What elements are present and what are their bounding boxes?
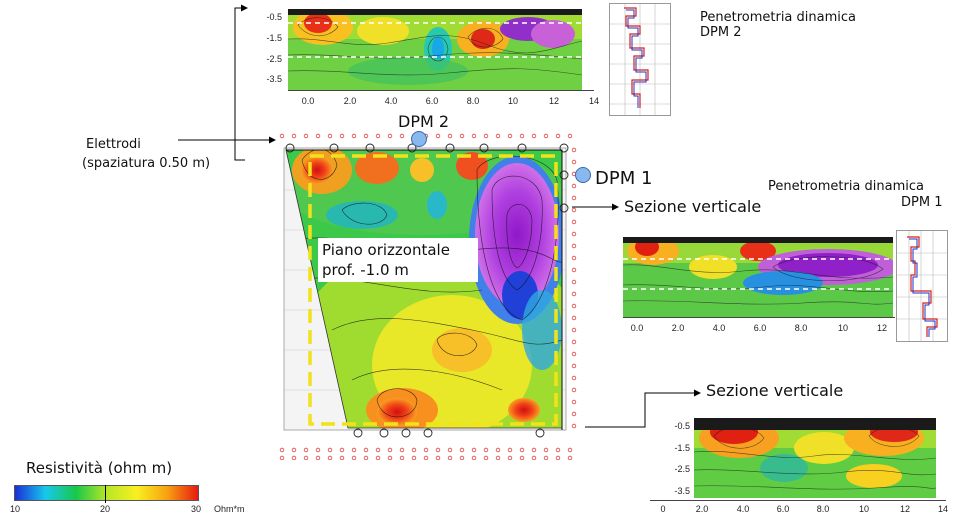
top-y-tick: -0.5 [266,12,282,22]
section-bottom-map [694,418,936,498]
electrodes-spacing-label: (spaziatura 0.50 m) [82,156,211,171]
plane-label-title: Piano orizzontale [322,241,450,259]
penetrometry-dpm1-title: Penetrometria dinamica [768,179,924,194]
bottom-y-tick: -2.5 [674,464,690,474]
top-x-tick: 6.0 [425,96,439,106]
bottom-x-tick: 4.0 [736,504,750,514]
vertical-section-bottom-label: Sezione verticale [706,381,844,400]
penetrometry-dpm2-title: Penetrometria dinamica [700,10,856,25]
penetrometry-dpm2-subtitle: DPM 2 [700,25,742,40]
middle-x-tick: 12 [876,323,888,333]
bottom-y-tick: -3.5 [674,486,690,496]
bottom-y-tick: -0.5 [674,421,690,431]
bottom-y-tick: -1.5 [674,443,690,453]
horizontal-plane-map [279,133,577,460]
legend-mid: 20 [100,504,111,514]
dpm2-marker[interactable] [411,131,427,147]
dpm1-marker[interactable] [575,167,591,183]
plane-label-box [318,238,478,282]
top-x-tick: 10 [507,96,519,106]
middle-x-axis [623,317,895,318]
legend-title: Resistività (ohm m) [26,459,173,477]
section-top [288,9,582,90]
penetrometer-log-middle [896,230,948,342]
bottom-x-tick: 14 [937,504,949,514]
top-y-tick: -1.5 [266,33,282,43]
top-x-tick: 0.0 [301,96,315,106]
electrodes-label: Elettrodi [86,137,141,152]
legend-color-bar [14,485,199,501]
dpm2-label: DPM 2 [398,112,450,131]
bottom-x-tick: 12 [899,504,911,514]
legend-max: 30 [191,504,202,514]
penetrometry-dpm1-subtitle: DPM 1 [901,195,943,210]
dpm1-label: DPM 1 [595,168,653,189]
middle-x-tick: 4.0 [712,323,726,333]
penetrometer-log-top [609,3,671,116]
middle-x-tick: 2.0 [671,323,685,333]
section-middle [623,237,893,317]
bottom-x-tick: 8.0 [816,504,830,514]
middle-x-tick: 8.0 [794,323,808,333]
legend-mid-tick [105,485,106,503]
top-y-tick: -2.5 [266,54,282,64]
top-x-tick: 14 [588,96,600,106]
middle-x-tick: 6.0 [753,323,767,333]
legend-min: 10 [10,504,21,514]
bottom-x-tick: 0 [660,504,666,514]
legend-unit: Ohm*m [214,504,245,514]
plane-label-depth: prof. -1.0 m [322,261,409,279]
top-x-axis [288,90,594,91]
section-bottom [694,418,936,498]
top-x-tick: 4.0 [384,96,398,106]
top-x-tick: 2.0 [343,96,357,106]
bottom-x-tick: 6.0 [776,504,790,514]
bottom-x-tick: 2.0 [695,504,709,514]
bottom-x-axis [650,500,946,501]
top-x-tick: 8.0 [466,96,480,106]
top-y-tick: -3.5 [266,74,282,84]
middle-x-tick: 0.0 [630,323,644,333]
bottom-x-tick: 10 [858,504,870,514]
vertical-section-right-label: Sezione verticale [624,197,762,216]
section-top-map [288,9,582,90]
section-middle-map [623,237,893,317]
top-x-tick: 12 [548,96,560,106]
middle-x-tick: 10 [837,323,849,333]
